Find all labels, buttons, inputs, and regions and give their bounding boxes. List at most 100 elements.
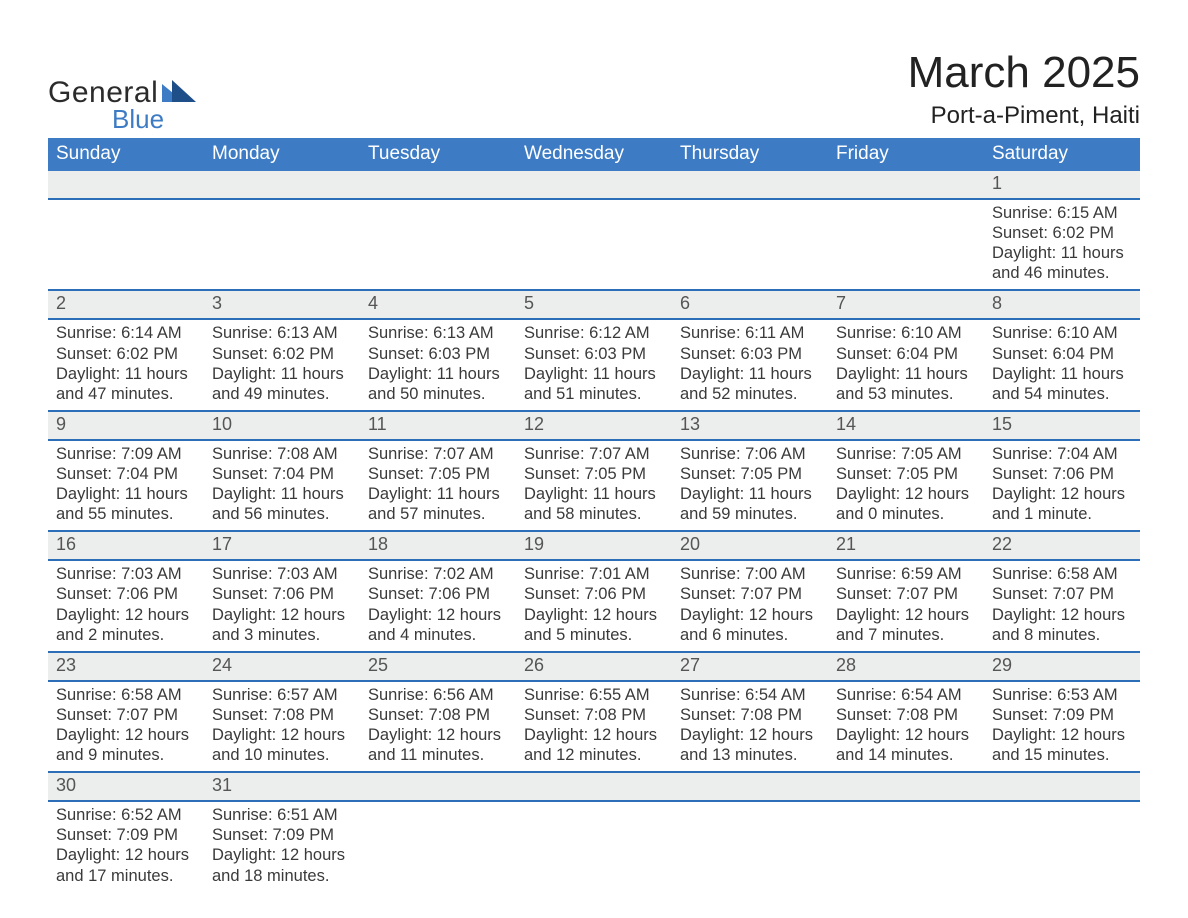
- sunset-text: Sunset: 7:06 PM: [992, 464, 1132, 484]
- daylight-text: Daylight: 11 hours and 57 minutes.: [368, 484, 508, 524]
- calendar-header-cell: Thursday: [672, 138, 828, 171]
- sunset-text: Sunset: 6:02 PM: [56, 344, 196, 364]
- day-detail-cell: Sunrise: 7:04 AMSunset: 7:06 PMDaylight:…: [984, 440, 1140, 532]
- day-detail-cell: [672, 801, 828, 892]
- daylight-text: Daylight: 12 hours and 17 minutes.: [56, 845, 196, 885]
- daylight-text: Daylight: 11 hours and 53 minutes.: [836, 364, 976, 404]
- day-detail-cell: Sunrise: 7:00 AMSunset: 7:07 PMDaylight:…: [672, 560, 828, 652]
- day-detail-cell: Sunrise: 6:58 AMSunset: 7:07 PMDaylight:…: [984, 560, 1140, 652]
- sunrise-text: Sunrise: 6:14 AM: [56, 323, 196, 343]
- sunrise-text: Sunrise: 6:12 AM: [524, 323, 664, 343]
- sunrise-text: Sunrise: 7:04 AM: [992, 444, 1132, 464]
- daylight-text: Daylight: 12 hours and 14 minutes.: [836, 725, 976, 765]
- day-detail-cell: [984, 801, 1140, 892]
- day-detail-cell: Sunrise: 7:01 AMSunset: 7:06 PMDaylight:…: [516, 560, 672, 652]
- daylight-text: Daylight: 12 hours and 15 minutes.: [992, 725, 1132, 765]
- day-number-cell: 18: [360, 531, 516, 560]
- sunset-text: Sunset: 7:07 PM: [992, 584, 1132, 604]
- daylight-text: Daylight: 12 hours and 6 minutes.: [680, 605, 820, 645]
- day-number-cell: 12: [516, 411, 672, 440]
- day-number-cell: 29: [984, 652, 1140, 681]
- calendar-daynum-row: 16171819202122: [48, 531, 1140, 560]
- day-number-cell: 7: [828, 290, 984, 319]
- day-detail-cell: Sunrise: 7:03 AMSunset: 7:06 PMDaylight:…: [48, 560, 204, 652]
- calendar-header-cell: Sunday: [48, 138, 204, 171]
- day-detail-cell: [828, 199, 984, 291]
- sunrise-text: Sunrise: 6:11 AM: [680, 323, 820, 343]
- day-number-cell: [204, 171, 360, 199]
- calendar-detail-row: Sunrise: 6:52 AMSunset: 7:09 PMDaylight:…: [48, 801, 1140, 892]
- calendar-table: SundayMondayTuesdayWednesdayThursdayFrid…: [48, 138, 1140, 892]
- day-detail-cell: Sunrise: 6:53 AMSunset: 7:09 PMDaylight:…: [984, 681, 1140, 773]
- day-number-cell: 15: [984, 411, 1140, 440]
- sunset-text: Sunset: 6:04 PM: [836, 344, 976, 364]
- daylight-text: Daylight: 12 hours and 3 minutes.: [212, 605, 352, 645]
- day-number-cell: 11: [360, 411, 516, 440]
- daylight-text: Daylight: 12 hours and 2 minutes.: [56, 605, 196, 645]
- day-detail-cell: Sunrise: 6:59 AMSunset: 7:07 PMDaylight:…: [828, 560, 984, 652]
- day-number-cell: 21: [828, 531, 984, 560]
- day-detail-cell: Sunrise: 6:12 AMSunset: 6:03 PMDaylight:…: [516, 319, 672, 411]
- sunrise-text: Sunrise: 7:07 AM: [524, 444, 664, 464]
- daylight-text: Daylight: 12 hours and 1 minute.: [992, 484, 1132, 524]
- day-number-cell: 6: [672, 290, 828, 319]
- day-detail-cell: Sunrise: 6:10 AMSunset: 6:04 PMDaylight:…: [984, 319, 1140, 411]
- day-number-cell: 19: [516, 531, 672, 560]
- sunset-text: Sunset: 7:06 PM: [368, 584, 508, 604]
- day-detail-cell: Sunrise: 6:55 AMSunset: 7:08 PMDaylight:…: [516, 681, 672, 773]
- calendar-detail-row: Sunrise: 7:03 AMSunset: 7:06 PMDaylight:…: [48, 560, 1140, 652]
- day-detail-cell: Sunrise: 7:07 AMSunset: 7:05 PMDaylight:…: [516, 440, 672, 532]
- day-number-cell: 26: [516, 652, 672, 681]
- sunrise-text: Sunrise: 6:10 AM: [836, 323, 976, 343]
- sunset-text: Sunset: 7:09 PM: [212, 825, 352, 845]
- day-detail-cell: Sunrise: 7:03 AMSunset: 7:06 PMDaylight:…: [204, 560, 360, 652]
- day-number-cell: [516, 772, 672, 801]
- calendar-detail-row: Sunrise: 7:09 AMSunset: 7:04 PMDaylight:…: [48, 440, 1140, 532]
- day-number-cell: [984, 772, 1140, 801]
- day-number-cell: 13: [672, 411, 828, 440]
- sunrise-text: Sunrise: 7:02 AM: [368, 564, 508, 584]
- day-number-cell: 3: [204, 290, 360, 319]
- day-number-cell: 20: [672, 531, 828, 560]
- sunset-text: Sunset: 7:05 PM: [524, 464, 664, 484]
- daylight-text: Daylight: 12 hours and 13 minutes.: [680, 725, 820, 765]
- day-detail-cell: Sunrise: 6:10 AMSunset: 6:04 PMDaylight:…: [828, 319, 984, 411]
- sunrise-text: Sunrise: 7:03 AM: [56, 564, 196, 584]
- day-detail-cell: Sunrise: 7:05 AMSunset: 7:05 PMDaylight:…: [828, 440, 984, 532]
- sunrise-text: Sunrise: 6:57 AM: [212, 685, 352, 705]
- day-number-cell: [828, 171, 984, 199]
- sunset-text: Sunset: 7:06 PM: [56, 584, 196, 604]
- daylight-text: Daylight: 12 hours and 5 minutes.: [524, 605, 664, 645]
- sunset-text: Sunset: 6:03 PM: [368, 344, 508, 364]
- sunset-text: Sunset: 7:05 PM: [680, 464, 820, 484]
- day-detail-cell: Sunrise: 6:56 AMSunset: 7:08 PMDaylight:…: [360, 681, 516, 773]
- day-detail-cell: Sunrise: 6:15 AMSunset: 6:02 PMDaylight:…: [984, 199, 1140, 291]
- page-title: March 2025: [908, 48, 1140, 98]
- daylight-text: Daylight: 12 hours and 9 minutes.: [56, 725, 196, 765]
- daylight-text: Daylight: 11 hours and 51 minutes.: [524, 364, 664, 404]
- sunrise-text: Sunrise: 6:52 AM: [56, 805, 196, 825]
- sunset-text: Sunset: 6:03 PM: [680, 344, 820, 364]
- day-number-cell: [672, 171, 828, 199]
- sunrise-text: Sunrise: 7:03 AM: [212, 564, 352, 584]
- sunset-text: Sunset: 7:05 PM: [368, 464, 508, 484]
- day-number-cell: 2: [48, 290, 204, 319]
- day-number-cell: 22: [984, 531, 1140, 560]
- sunset-text: Sunset: 7:04 PM: [56, 464, 196, 484]
- sunrise-text: Sunrise: 6:58 AM: [992, 564, 1132, 584]
- daylight-text: Daylight: 11 hours and 47 minutes.: [56, 364, 196, 404]
- sunrise-text: Sunrise: 6:58 AM: [56, 685, 196, 705]
- day-number-cell: 10: [204, 411, 360, 440]
- daylight-text: Daylight: 11 hours and 49 minutes.: [212, 364, 352, 404]
- day-detail-cell: Sunrise: 6:13 AMSunset: 6:02 PMDaylight:…: [204, 319, 360, 411]
- day-number-cell: 14: [828, 411, 984, 440]
- day-detail-cell: [516, 801, 672, 892]
- daylight-text: Daylight: 12 hours and 11 minutes.: [368, 725, 508, 765]
- sunset-text: Sunset: 6:03 PM: [524, 344, 664, 364]
- sunset-text: Sunset: 7:09 PM: [56, 825, 196, 845]
- sunset-text: Sunset: 7:06 PM: [524, 584, 664, 604]
- daylight-text: Daylight: 12 hours and 0 minutes.: [836, 484, 976, 524]
- day-number-cell: 4: [360, 290, 516, 319]
- sunrise-text: Sunrise: 6:54 AM: [836, 685, 976, 705]
- sunset-text: Sunset: 7:08 PM: [524, 705, 664, 725]
